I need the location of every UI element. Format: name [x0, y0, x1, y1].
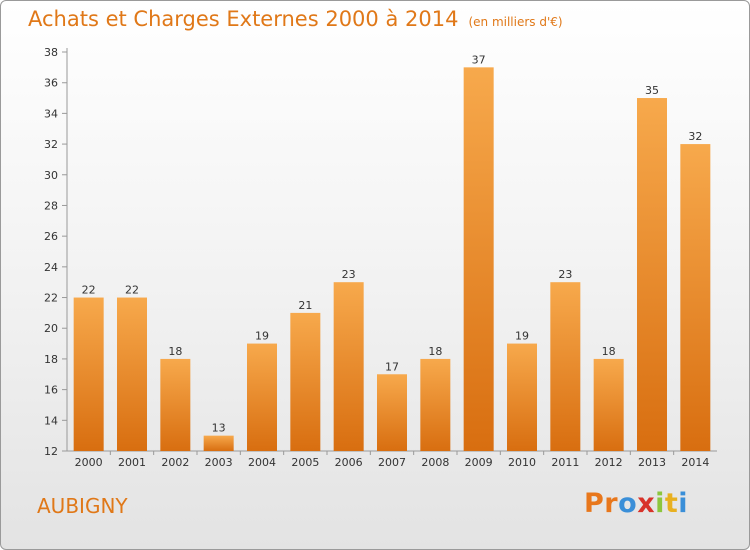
x-tick-label: 2013 — [638, 456, 666, 469]
chart-subtitle: (en milliers d'€) — [468, 15, 563, 29]
y-tick-label: 24 — [44, 261, 58, 274]
bar — [377, 374, 407, 451]
data-label: 18 — [602, 345, 616, 358]
data-label: 19 — [255, 330, 269, 343]
data-label: 23 — [558, 268, 572, 281]
logo-letter: t — [664, 488, 679, 519]
bar — [463, 67, 494, 451]
bar — [593, 358, 624, 451]
bar — [117, 297, 147, 451]
bar — [247, 343, 277, 451]
logo-letter: i — [655, 488, 665, 519]
chart-title: Achats et Charges Externes 2000 à 2014 (e… — [28, 7, 563, 31]
y-tick-label: 16 — [44, 384, 58, 397]
y-tick-label: 18 — [44, 353, 58, 366]
bar — [73, 297, 104, 451]
y-tick-label: 14 — [44, 414, 58, 427]
bar — [333, 282, 364, 451]
x-tick-label: 2008 — [421, 456, 449, 469]
x-tick-label: 2009 — [465, 456, 493, 469]
data-label: 17 — [385, 360, 399, 373]
x-tick-label: 2000 — [75, 456, 103, 469]
data-label: 18 — [428, 345, 442, 358]
y-tick-label: 32 — [44, 138, 58, 151]
logo-letter: r — [604, 488, 619, 519]
commune-name: AUBIGNY — [37, 494, 128, 518]
data-label: 13 — [212, 422, 226, 435]
bar — [290, 312, 321, 451]
x-tick-label: 2003 — [205, 456, 233, 469]
x-tick-label: 2001 — [118, 456, 146, 469]
x-tick-label: 2004 — [248, 456, 276, 469]
chart-title-text: Achats et Charges Externes 2000 à 2014 — [28, 7, 459, 31]
logo-letter: x — [637, 488, 656, 519]
y-tick-label: 22 — [44, 292, 58, 305]
x-tick-label: 2002 — [161, 456, 189, 469]
y-tick-label: 36 — [44, 77, 58, 90]
x-tick-label: 2012 — [595, 456, 623, 469]
y-tick-label: 34 — [44, 107, 58, 120]
y-tick-label: 28 — [44, 199, 58, 212]
bar — [203, 435, 234, 451]
data-label: 21 — [298, 299, 312, 312]
bar — [160, 358, 191, 451]
x-tick-label: 2005 — [291, 456, 319, 469]
bar — [550, 282, 581, 451]
data-label: 22 — [125, 284, 139, 297]
x-tick-label: 2007 — [378, 456, 406, 469]
y-tick-label: 20 — [44, 322, 58, 335]
y-tick-label: 26 — [44, 230, 58, 243]
bar — [507, 343, 537, 451]
x-tick-label: 2011 — [551, 456, 579, 469]
x-tick-label: 2006 — [335, 456, 363, 469]
bar — [680, 144, 711, 452]
data-label: 18 — [168, 345, 182, 358]
y-tick-label: 30 — [44, 169, 58, 182]
logo-letter: P — [584, 488, 605, 519]
x-tick-label: 2010 — [508, 456, 536, 469]
bar — [420, 358, 451, 451]
data-label: 19 — [515, 330, 529, 343]
y-tick-label: 12 — [44, 445, 58, 458]
proxiti-logo: Proxiti — [584, 488, 688, 519]
logo-letter: i — [678, 488, 689, 519]
y-tick-label: 38 — [44, 46, 58, 59]
data-label: 37 — [472, 53, 486, 66]
data-label: 35 — [645, 84, 659, 97]
logo-letter: o — [618, 488, 638, 519]
data-label: 23 — [342, 268, 356, 281]
x-tick-label: 2014 — [681, 456, 709, 469]
data-label: 22 — [82, 284, 96, 297]
data-label: 32 — [688, 130, 702, 143]
bar — [637, 98, 667, 452]
